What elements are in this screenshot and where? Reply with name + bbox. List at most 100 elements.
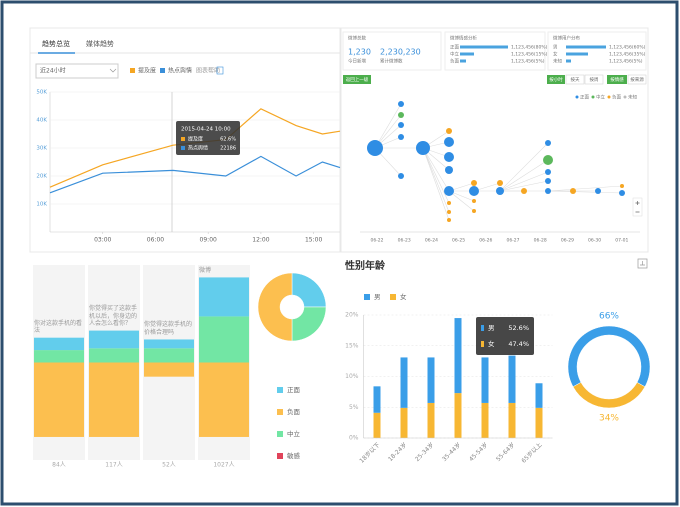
tooltip — [476, 317, 534, 355]
bar-segment — [34, 337, 84, 351]
node — [398, 122, 404, 128]
stat-box — [342, 31, 442, 71]
bar-segment — [454, 393, 462, 438]
stat-title: 微博情感分析 — [450, 35, 477, 42]
node — [620, 184, 624, 188]
zoom-control[interactable] — [632, 197, 643, 217]
node — [521, 188, 527, 194]
stat-value: 1,123,456(5%) — [609, 59, 643, 65]
stat-value: 1,123,456(35%) — [609, 52, 646, 58]
legend-dot — [591, 95, 595, 99]
stat-value: 2,230,230 — [380, 48, 421, 57]
date-label: 06-26 — [479, 238, 492, 244]
edge — [422, 147, 450, 192]
node — [545, 178, 551, 184]
button[interactable] — [343, 75, 371, 84]
edge — [499, 142, 549, 192]
help-icon[interactable] — [216, 66, 224, 75]
bar-segment — [89, 330, 139, 349]
y-tick-label: 10K — [36, 202, 47, 208]
legend-dot — [623, 95, 627, 99]
legend-swatch[interactable] — [277, 453, 283, 459]
node — [416, 141, 430, 155]
y-tick-label: 0% — [349, 435, 359, 442]
checkbox[interactable] — [160, 68, 165, 73]
legend-dot — [607, 95, 611, 99]
stat-label: 负面 — [450, 58, 459, 65]
tab[interactable]: 趋势总览 — [42, 39, 70, 48]
node — [497, 180, 503, 186]
node — [444, 152, 454, 162]
date-label: 06-22 — [370, 238, 383, 244]
stat-label: 累计微博数 — [380, 58, 403, 65]
x-tick-label: 15:00 — [305, 237, 322, 244]
legend-label: 中立 — [596, 94, 605, 101]
tooltip-name: 热点舆情 — [188, 145, 208, 152]
y-tick-label: 20% — [345, 312, 359, 319]
legend-swatch[interactable] — [277, 387, 283, 393]
stat-value: 1,123,456(15%) — [511, 52, 548, 58]
value-label: 34% — [599, 414, 619, 424]
node — [543, 155, 553, 165]
button[interactable] — [627, 74, 647, 85]
stat-value: 1,123,456(60%) — [609, 45, 646, 51]
tooltip-name: 女 — [488, 339, 495, 348]
mini-bar — [460, 52, 474, 56]
legend-swatch[interactable] — [364, 294, 370, 300]
dropdown[interactable] — [35, 63, 119, 79]
node — [398, 112, 404, 118]
date-label: 06-23 — [398, 238, 411, 244]
bar-segment — [427, 402, 435, 438]
tooltip-swatch — [481, 325, 484, 331]
stat-title: 微博总数 — [348, 35, 366, 42]
zoom-icon — [635, 201, 640, 213]
toggle-label: 提及度 — [138, 67, 156, 75]
mini-bar — [566, 45, 606, 49]
tooltip — [176, 121, 240, 155]
button[interactable] — [565, 74, 585, 85]
edge — [448, 190, 475, 212]
dropdown-arrow — [109, 68, 117, 73]
button[interactable] — [547, 75, 565, 84]
node — [471, 180, 477, 186]
edge — [422, 147, 450, 213]
legend-label: 正面 — [287, 386, 301, 394]
bar-segment — [34, 362, 84, 437]
legend-swatch[interactable] — [390, 294, 396, 300]
y-tick-label: 20K — [36, 174, 47, 180]
stat-label: 正面 — [450, 45, 459, 51]
button[interactable] — [607, 75, 627, 84]
legend-swatch[interactable] — [277, 431, 283, 437]
y-tick-label: 10% — [345, 373, 359, 380]
legend-swatch[interactable] — [277, 409, 283, 415]
button-label: 按周 — [590, 76, 599, 83]
bar-segment — [89, 362, 139, 437]
date-label: 07-01 — [615, 238, 628, 244]
tab[interactable]: 媒体趋势 — [86, 39, 114, 48]
node — [496, 187, 504, 195]
button[interactable] — [584, 74, 604, 85]
y-tick-label: 15% — [345, 342, 359, 349]
bar-segment — [454, 318, 462, 394]
bar-segment — [373, 386, 381, 413]
edge — [499, 180, 549, 192]
bar-segment — [481, 402, 489, 438]
checkbox[interactable] — [130, 68, 135, 73]
node — [398, 134, 404, 140]
stat-box — [547, 31, 647, 71]
button-label: 按来源 — [630, 76, 644, 83]
x-tick-label: 09:00 — [200, 237, 217, 244]
date-label: 06-27 — [506, 238, 519, 244]
edge — [547, 185, 623, 192]
date-label: 06-25 — [452, 238, 465, 244]
node — [595, 188, 601, 194]
help-link[interactable]: 图表帮助 — [196, 67, 220, 75]
stat-value: 1,123,456(5%) — [511, 59, 545, 65]
node — [570, 188, 576, 194]
bar-segment — [508, 402, 516, 438]
legend-label: 敏感 — [287, 451, 301, 460]
button-label: 按天 — [571, 76, 580, 83]
node — [545, 140, 551, 146]
